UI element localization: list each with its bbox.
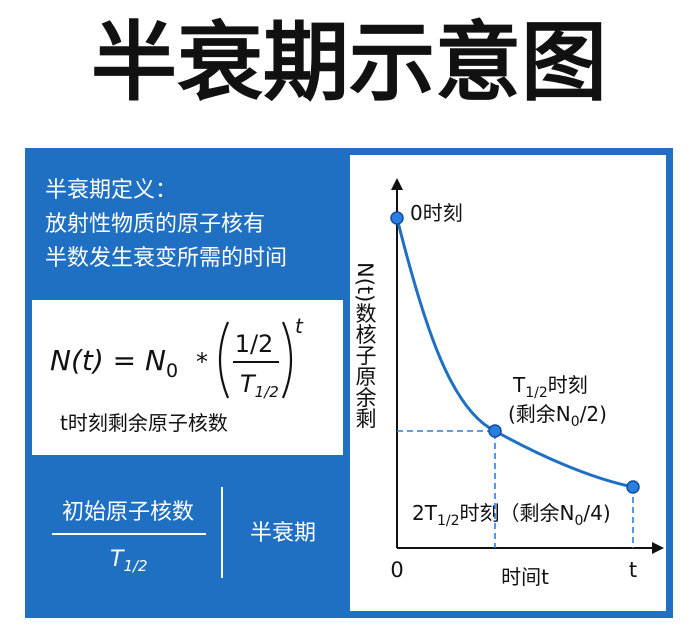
formula-caption: t时刻剩余原子核数 (60, 411, 228, 435)
arrow (391, 178, 403, 190)
definition-heading: 半衰期定义： (45, 178, 177, 203)
point (390, 211, 404, 225)
quarter-label: 2T1/2时刻（剩余N0/4) (412, 501, 611, 529)
formula-operator: * (196, 348, 208, 376)
ratio-numerator: 初始原子核数 (62, 500, 194, 525)
graph: N(t)数核子原余剩 0时刻 T1/2时刻 (剩余N0/2) 2T1/2时刻（剩… (353, 178, 664, 589)
half-label: T1/2时刻 (512, 373, 588, 401)
point (626, 480, 640, 494)
x-axis-label: 时间t (501, 565, 549, 589)
start-label: 0时刻 (410, 201, 463, 225)
ratio-denominator: T1/2 (110, 547, 148, 575)
arrow (652, 542, 664, 554)
definition-line: 半数发生衰变所需的时间 (45, 246, 287, 271)
x-end-label: t (629, 558, 637, 582)
formula-numerator: 1/2 (235, 330, 274, 358)
origin-label: 0 (390, 558, 403, 582)
formula-box (32, 300, 343, 455)
paren (218, 321, 230, 399)
y-axis-label: N(t)数核子原余剩 (353, 262, 377, 429)
ratio-label: 半衰期 (250, 521, 316, 546)
point (488, 424, 502, 438)
title: 半衰期示意图 (91, 13, 607, 113)
formula-lhs: N(t) = N0 (50, 344, 178, 382)
graph-panel (350, 155, 666, 611)
formula-exponent: t (295, 314, 304, 338)
formula-denominator: T1/2 (240, 370, 279, 401)
half-note: (剩余N0/2) (508, 402, 607, 430)
definition-line: 放射性物质的原子核有 (45, 212, 265, 237)
guide-line (397, 430, 634, 548)
paren (281, 321, 293, 399)
